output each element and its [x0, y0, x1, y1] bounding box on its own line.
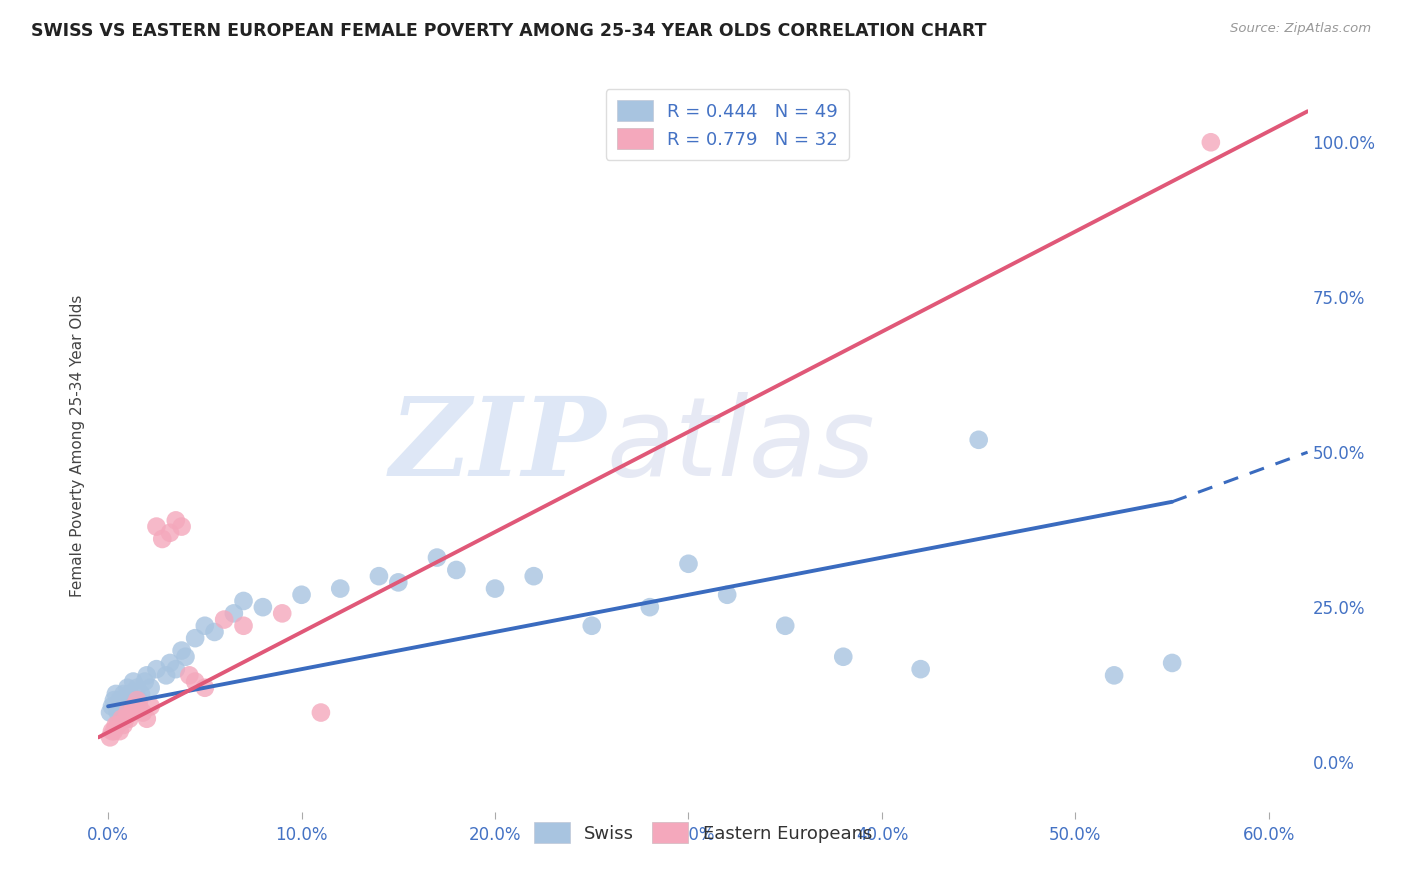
Point: [128, 699, 150, 714]
Point: [112, 687, 135, 701]
Point: [484, 582, 506, 596]
Point: [252, 600, 274, 615]
Point: [132, 706, 155, 720]
Point: [1102, 668, 1125, 682]
Y-axis label: Female Poverty Among 25-34 Year Olds: Female Poverty Among 25-34 Year Olds: [69, 295, 84, 597]
Point: [139, 699, 162, 714]
Point: [194, 619, 217, 633]
Point: [139, 681, 162, 695]
Point: [117, 681, 139, 695]
Point: [184, 631, 207, 645]
Point: [104, 687, 127, 701]
Point: [170, 643, 193, 657]
Point: [1161, 656, 1184, 670]
Point: [155, 668, 177, 682]
Point: [232, 619, 254, 633]
Point: [120, 706, 142, 720]
Text: ZIP: ZIP: [389, 392, 606, 500]
Point: [122, 674, 145, 689]
Point: [329, 582, 352, 596]
Point: [98, 731, 121, 745]
Point: [127, 693, 149, 707]
Point: [910, 662, 932, 676]
Point: [170, 519, 193, 533]
Point: [387, 575, 409, 590]
Point: [232, 594, 254, 608]
Point: [114, 693, 136, 707]
Point: [194, 681, 217, 695]
Point: [368, 569, 391, 583]
Point: [122, 699, 145, 714]
Point: [98, 706, 121, 720]
Point: [150, 532, 173, 546]
Point: [135, 668, 157, 682]
Point: [101, 724, 124, 739]
Point: [174, 649, 197, 664]
Point: [103, 693, 125, 707]
Point: [117, 706, 139, 720]
Text: SWISS VS EASTERN EUROPEAN FEMALE POVERTY AMONG 25-34 YEAR OLDS CORRELATION CHART: SWISS VS EASTERN EUROPEAN FEMALE POVERTY…: [31, 22, 987, 40]
Point: [678, 557, 700, 571]
Point: [212, 613, 235, 627]
Point: [271, 607, 294, 621]
Text: atlas: atlas: [606, 392, 875, 500]
Legend: Swiss, Eastern Europeans: Swiss, Eastern Europeans: [526, 815, 880, 850]
Point: [114, 712, 136, 726]
Point: [716, 588, 738, 602]
Point: [108, 693, 131, 707]
Text: Source: ZipAtlas.com: Source: ZipAtlas.com: [1230, 22, 1371, 36]
Point: [523, 569, 546, 583]
Point: [135, 712, 157, 726]
Point: [619, 135, 641, 149]
Point: [581, 619, 603, 633]
Point: [108, 724, 131, 739]
Point: [120, 693, 142, 707]
Point: [128, 693, 150, 707]
Point: [184, 674, 207, 689]
Point: [127, 681, 149, 695]
Point: [426, 550, 449, 565]
Point: [967, 433, 990, 447]
Point: [118, 712, 141, 726]
Point: [111, 699, 134, 714]
Point: [309, 706, 332, 720]
Point: [773, 619, 796, 633]
Point: [290, 588, 312, 602]
Point: [118, 687, 141, 701]
Point: [101, 699, 124, 714]
Point: [179, 668, 201, 682]
Point: [159, 525, 181, 540]
Point: [145, 519, 167, 533]
Point: [107, 706, 129, 720]
Point: [112, 718, 135, 732]
Point: [165, 513, 187, 527]
Point: [1199, 135, 1222, 149]
Point: [134, 674, 156, 689]
Point: [159, 656, 181, 670]
Point: [129, 687, 152, 701]
Point: [103, 724, 125, 739]
Point: [204, 624, 226, 639]
Point: [145, 662, 167, 676]
Point: [104, 718, 127, 732]
Point: [446, 563, 468, 577]
Point: [638, 600, 661, 615]
Point: [107, 718, 129, 732]
Point: [111, 712, 134, 726]
Point: [832, 649, 855, 664]
Point: [222, 607, 245, 621]
Point: [165, 662, 187, 676]
